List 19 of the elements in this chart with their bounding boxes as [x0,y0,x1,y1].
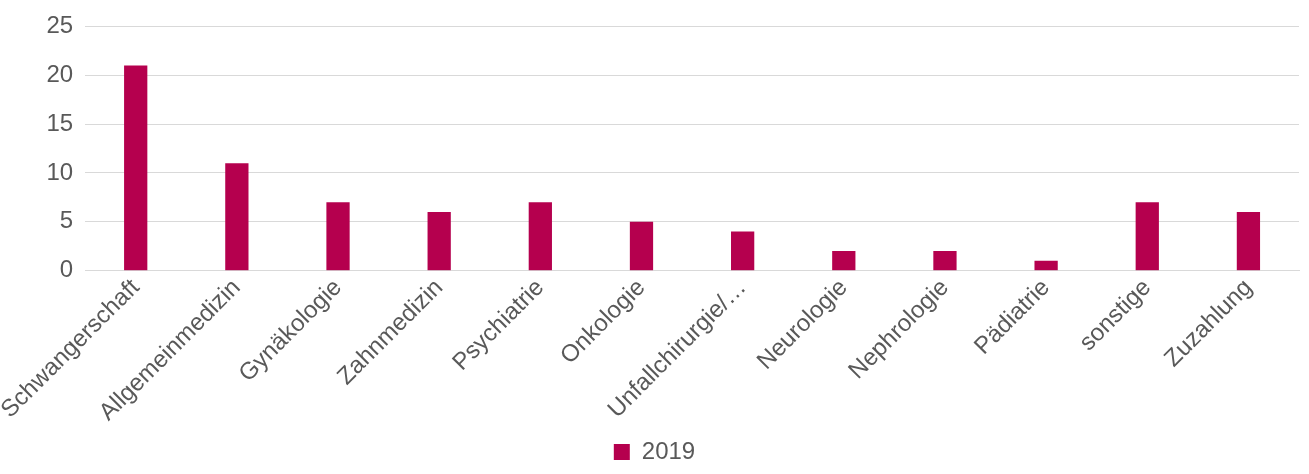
bar [832,251,856,271]
bar [528,202,552,271]
bar [1135,202,1159,271]
y-tick-label: 0 [59,255,74,283]
y-tick-label: 15 [46,108,74,136]
bar [326,202,350,271]
y-tick-label: 10 [46,157,74,185]
bar [1236,212,1261,271]
y-tick-label: 20 [46,59,74,87]
bar [225,163,249,271]
y-tick-label: 25 [46,11,74,39]
bar [731,231,755,271]
bar [427,212,451,271]
bar [1034,260,1058,271]
y-tick-label: 5 [59,206,74,234]
bar [124,65,148,271]
legend-label: 2019 [641,436,696,464]
bar [933,251,957,271]
bar [629,221,654,271]
